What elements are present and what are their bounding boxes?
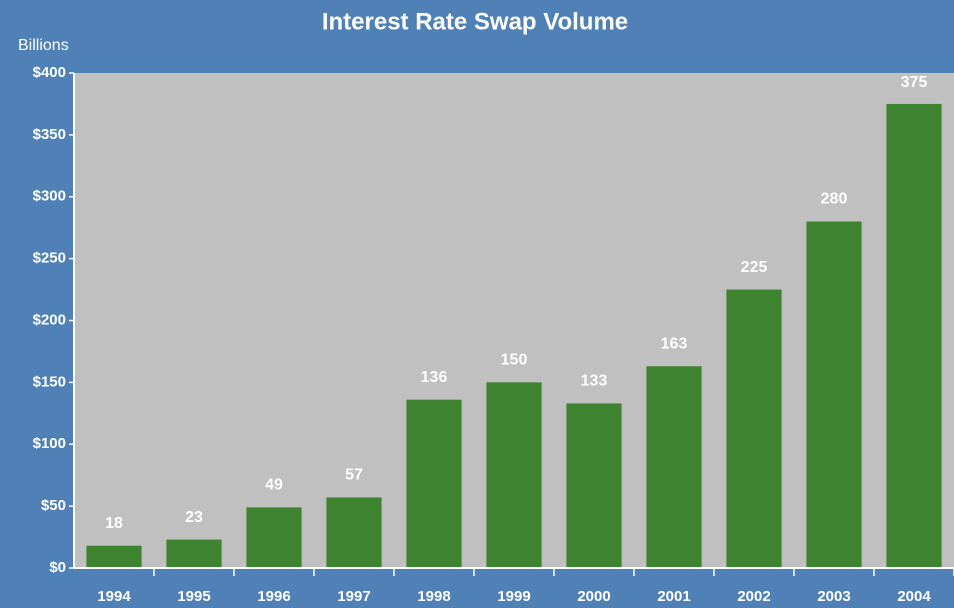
bar <box>486 382 542 568</box>
data-label: 23 <box>185 509 203 526</box>
bar <box>646 366 702 568</box>
y-tick-label: $350 <box>33 126 66 143</box>
x-tick-label: 1998 <box>417 588 450 605</box>
y-tick-label: $100 <box>33 435 66 452</box>
bar <box>166 539 222 568</box>
bar <box>886 103 942 568</box>
data-label: 163 <box>661 336 688 353</box>
data-label: 225 <box>741 259 768 276</box>
data-label: 150 <box>501 352 528 369</box>
y-tick-label: $150 <box>33 373 66 390</box>
x-tick-label: 1996 <box>257 588 290 605</box>
data-label: 375 <box>901 74 928 91</box>
bar <box>326 497 382 568</box>
y-axis-label: Billions <box>18 37 69 54</box>
bar <box>406 399 462 568</box>
x-tick-label: 2002 <box>737 588 770 605</box>
bar <box>86 545 142 568</box>
x-tick-label: 1995 <box>177 588 210 605</box>
chart-title: Interest Rate Swap Volume <box>322 8 628 35</box>
x-tick-label: 1999 <box>497 588 530 605</box>
bar <box>806 221 862 568</box>
data-label: 280 <box>821 191 848 208</box>
y-tick-label: $300 <box>33 188 66 205</box>
y-tick-label: $50 <box>41 497 66 514</box>
data-label: 57 <box>345 467 363 484</box>
x-tick-label: 2004 <box>897 588 931 605</box>
data-label: 49 <box>265 477 283 494</box>
x-tick-label: 2001 <box>657 588 690 605</box>
x-tick-label: 2000 <box>577 588 610 605</box>
x-tick-label: 1994 <box>97 588 131 605</box>
bar <box>566 403 622 568</box>
y-tick-label: $0 <box>49 559 66 576</box>
bar <box>726 289 782 568</box>
y-tick-label: $400 <box>33 64 66 81</box>
data-label: 18 <box>105 515 123 532</box>
y-tick-label: $200 <box>33 311 66 328</box>
x-tick-label: 1997 <box>337 588 370 605</box>
data-label: 136 <box>421 369 448 386</box>
bar <box>246 507 302 568</box>
x-tick-label: 2003 <box>817 588 850 605</box>
data-label: 133 <box>581 373 608 390</box>
y-tick-label: $250 <box>33 250 66 267</box>
